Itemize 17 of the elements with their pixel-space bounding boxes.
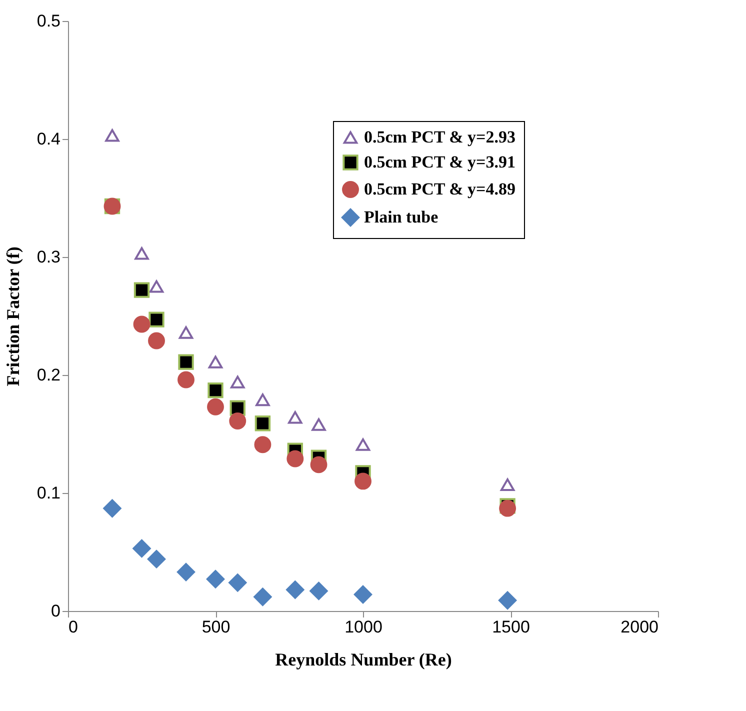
legend-label: 0.5cm PCT & y=2.93 — [364, 128, 516, 146]
x-tick-label: 2000 — [620, 618, 658, 636]
legend-label: 0.5cm PCT & y=3.91 — [364, 152, 516, 172]
y-axis-title: Friction Factor (f) — [2, 246, 23, 386]
y-tick-label: 0.4 — [36, 130, 60, 148]
x-tick-label: 1000 — [344, 618, 382, 636]
x-axis-title: Reynolds Number (Re) — [275, 650, 452, 670]
legend-label: Plain tube — [364, 208, 439, 226]
x-tick-label: 0 — [68, 618, 78, 636]
y-tick-label: 0.2 — [36, 366, 60, 384]
y-tick-label: 0.3 — [36, 248, 60, 266]
y-tick-label: 0 — [51, 602, 60, 620]
y-tick-label: 0.5 — [36, 12, 60, 30]
x-tick-label: 1500 — [492, 618, 530, 636]
x-tick-label: 500 — [202, 618, 230, 636]
legend-label: 0.5cm PCT & y=4.89 — [364, 180, 516, 198]
y-tick-label: 0.1 — [36, 484, 60, 502]
